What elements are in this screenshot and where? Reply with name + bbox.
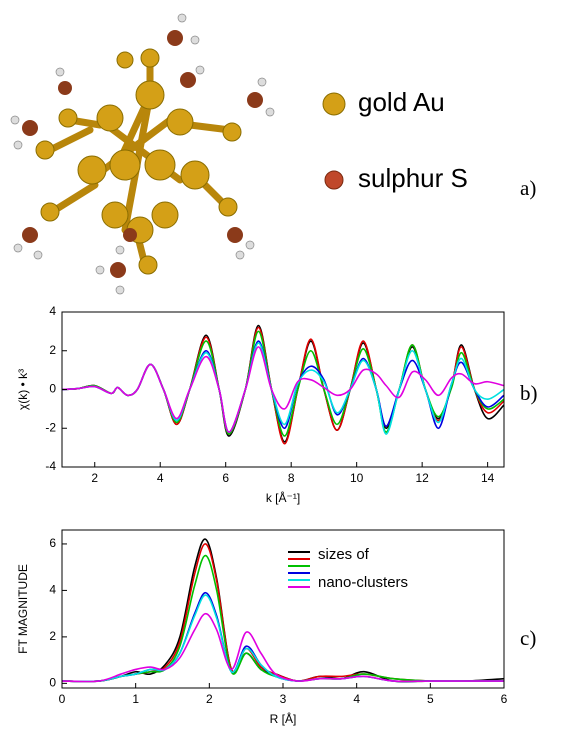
x-tick-label: 0: [59, 692, 66, 706]
y-tick-label: 6: [49, 536, 56, 550]
legend-label: sizes of: [318, 546, 370, 563]
x-tick-label: 8: [288, 471, 295, 485]
x-axis-label: R [Å]: [270, 711, 297, 726]
y-tick-label: 2: [49, 343, 56, 357]
data-line: [61, 591, 504, 683]
data-line: [61, 594, 504, 683]
data-line: [61, 538, 505, 683]
panel-label: a): [520, 176, 536, 200]
legend-label: gold Au: [358, 87, 445, 117]
panel-label: b): [520, 381, 538, 405]
y-tick-label: -2: [45, 420, 56, 434]
x-tick-label: 14: [481, 471, 495, 485]
x-tick-label: 2: [91, 471, 98, 485]
y-axis-label: FT MAGNITUDE: [16, 564, 30, 654]
y-tick-label: 0: [49, 382, 56, 396]
data-line: [61, 554, 504, 683]
plot-frame: [61, 529, 505, 689]
x-tick-label: 2: [206, 692, 213, 706]
data-line: [61, 543, 504, 683]
x-tick-label: 4: [157, 471, 164, 485]
molecule: [10, 13, 275, 295]
y-tick-label: -4: [45, 459, 56, 473]
panel-label: c): [520, 626, 536, 650]
data-line: [61, 346, 505, 433]
gold-swatch: [322, 92, 346, 116]
sulphur-swatch: [324, 170, 344, 190]
legend-label: sulphur S: [358, 163, 468, 193]
y-tick-label: 4: [49, 583, 56, 597]
x-tick-label: 6: [501, 692, 508, 706]
x-tick-label: 1: [132, 692, 139, 706]
x-tick-label: 10: [350, 471, 364, 485]
y-tick-label: 2: [49, 629, 56, 643]
legend-label: nano-clusters: [318, 574, 408, 591]
plot-frame: [61, 311, 505, 468]
data-line: [61, 612, 504, 683]
y-tick-label: 0: [49, 676, 56, 690]
x-axis-label: k [Å⁻¹]: [266, 490, 300, 505]
x-tick-label: 3: [280, 692, 287, 706]
y-tick-label: 4: [49, 304, 56, 318]
x-tick-label: 6: [222, 471, 229, 485]
x-tick-label: 5: [427, 692, 434, 706]
x-tick-label: 12: [415, 471, 429, 485]
x-tick-label: 4: [353, 692, 360, 706]
y-axis-label: χ(k) • k³: [16, 369, 30, 410]
